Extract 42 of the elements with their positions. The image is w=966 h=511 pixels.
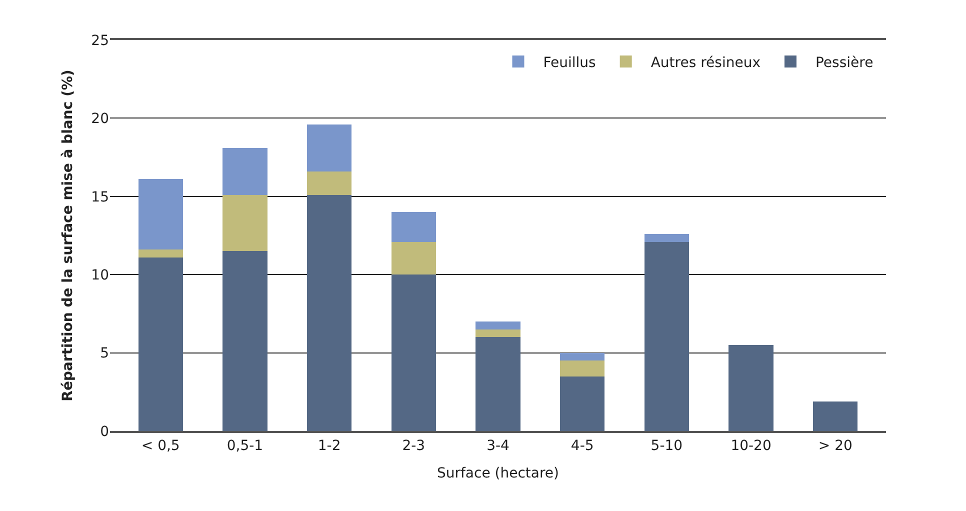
x-tick-label: 10-20 — [730, 438, 772, 454]
bar — [728, 344, 774, 431]
bar — [391, 274, 436, 431]
x-axis-title: Surface (hectare) — [436, 466, 560, 482]
x-tick-label: 3-4 — [486, 438, 510, 454]
y-tick-label: 10 — [91, 268, 109, 284]
bar — [560, 360, 605, 376]
x-tick-label: 2-3 — [402, 438, 426, 454]
bar — [813, 401, 858, 431]
bar — [222, 148, 268, 195]
bar — [560, 352, 605, 361]
legend-label: Autres résineux — [650, 54, 760, 71]
bar — [476, 337, 520, 431]
bar — [306, 124, 352, 172]
bar — [306, 171, 352, 195]
x-tick-label: 4-5 — [570, 438, 594, 454]
bar — [476, 322, 520, 330]
y-tick-label: 20 — [91, 111, 109, 128]
bar — [138, 250, 183, 258]
bar — [476, 329, 520, 338]
x-tick-label: 5-10 — [650, 438, 683, 454]
bar — [391, 242, 436, 275]
bar — [306, 194, 352, 431]
bar — [222, 194, 268, 252]
y-tick-label: 5 — [100, 346, 109, 362]
bar — [644, 234, 690, 242]
bar — [222, 251, 268, 431]
legend-label: Pessière — [815, 54, 874, 71]
legend-label: Feuillus — [543, 54, 596, 71]
y-tick-label: 0 — [100, 424, 109, 440]
y-axis-title: Répartition de la surface mise à blanc (%) — [60, 70, 76, 402]
bar — [391, 212, 436, 242]
bar — [560, 376, 605, 431]
y-tick-label: 25 — [91, 32, 109, 49]
x-tick-label: > 20 — [818, 438, 852, 454]
bar — [644, 242, 690, 431]
bar — [138, 179, 183, 250]
x-tick-label: 0,5-1 — [226, 438, 264, 454]
y-tick-label: 15 — [91, 189, 109, 206]
x-tick-label: 1-2 — [318, 438, 341, 454]
x-tick-label: < 0,5 — [141, 438, 180, 454]
bar — [138, 257, 183, 431]
